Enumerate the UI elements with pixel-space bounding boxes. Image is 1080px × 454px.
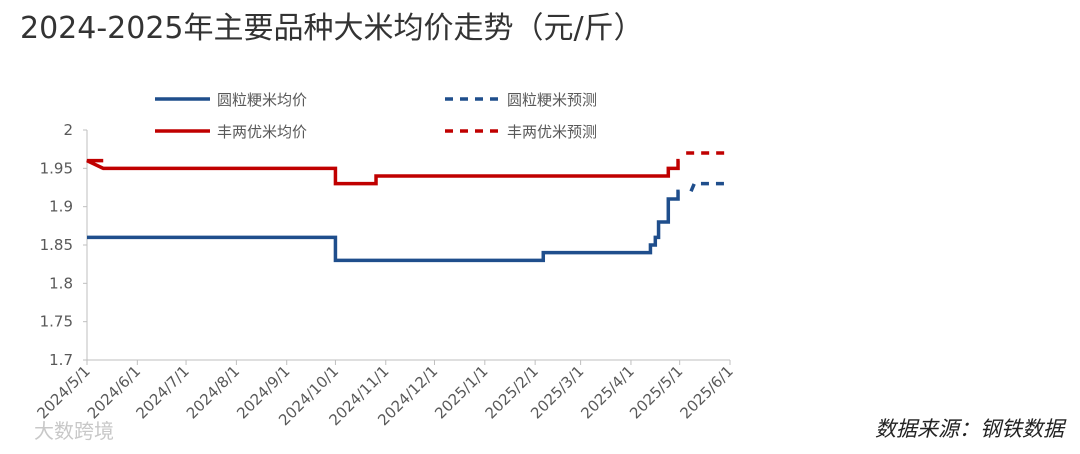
legend-label: 圆粒粳米预测	[507, 91, 597, 109]
legend-label: 丰两优米均价	[217, 123, 307, 141]
y-tick-label: 1.9	[49, 198, 73, 216]
y-tick-label: 1.95	[40, 159, 73, 177]
y-tick-label: 2	[63, 121, 73, 139]
y-tick-label: 1.75	[40, 313, 73, 331]
chart-title: 2024-2025年主要品种大米均价走势（元/斤）	[20, 11, 644, 46]
legend-label: 圆粒粳米均价	[217, 91, 307, 109]
y-tick-label: 1.85	[40, 236, 73, 254]
series-line	[86, 158, 680, 186]
source-note: 数据来源：钢铁数据	[875, 417, 1067, 441]
y-tick-label: 1.7	[49, 351, 73, 369]
legend-label: 丰两优米预测	[507, 123, 597, 141]
series-line	[689, 181, 730, 193]
series-line	[87, 189, 680, 263]
y-tick-label: 1.8	[49, 274, 73, 292]
watermark: 大数跨境	[34, 419, 114, 443]
